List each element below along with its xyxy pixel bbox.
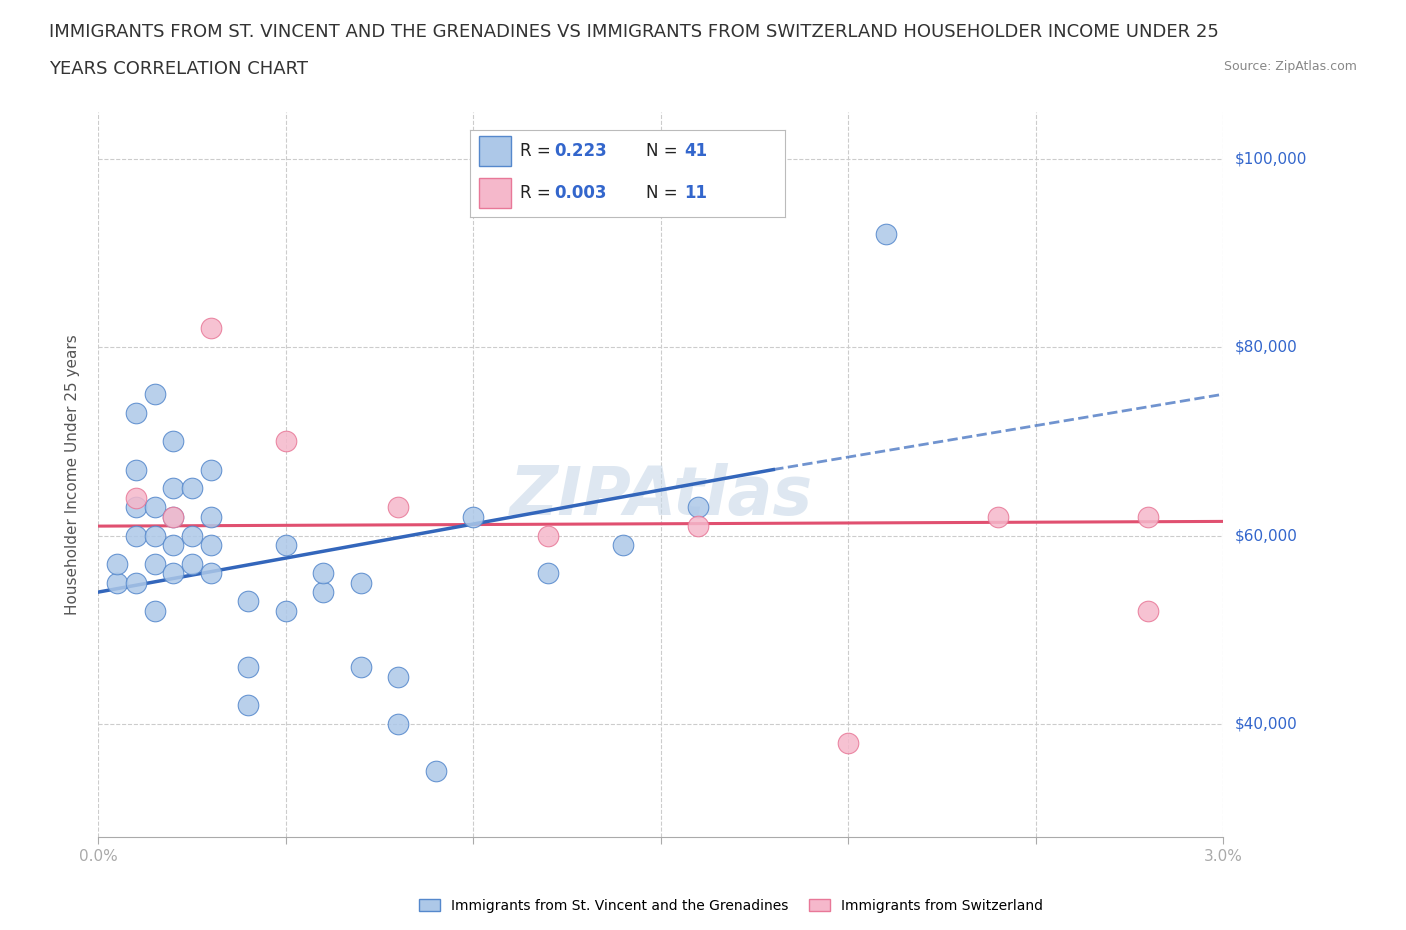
Point	[1137, 510, 1160, 525]
Point	[312, 565, 335, 580]
Text: $80,000: $80,000	[1234, 339, 1298, 354]
Point	[274, 434, 297, 449]
Point	[181, 481, 204, 496]
Text: ZIPAtlas: ZIPAtlas	[509, 463, 813, 529]
Point	[387, 716, 409, 731]
Point	[143, 528, 166, 543]
Point	[162, 510, 184, 525]
Point	[875, 227, 897, 242]
Text: YEARS CORRELATION CHART: YEARS CORRELATION CHART	[49, 60, 308, 78]
Point	[387, 499, 409, 514]
Point	[125, 405, 148, 420]
Point	[162, 538, 184, 552]
Point	[837, 736, 859, 751]
Point	[688, 499, 710, 514]
Point	[200, 565, 222, 580]
Point	[162, 565, 184, 580]
Point	[181, 556, 204, 571]
Point	[162, 510, 184, 525]
Point	[105, 575, 128, 590]
Point	[143, 387, 166, 402]
Point	[125, 575, 148, 590]
Point	[1137, 604, 1160, 618]
Text: IMMIGRANTS FROM ST. VINCENT AND THE GRENADINES VS IMMIGRANTS FROM SWITZERLAND HO: IMMIGRANTS FROM ST. VINCENT AND THE GREN…	[49, 23, 1219, 41]
Point	[125, 499, 148, 514]
Point	[143, 604, 166, 618]
Text: $100,000: $100,000	[1234, 152, 1306, 166]
Y-axis label: Householder Income Under 25 years: Householder Income Under 25 years	[65, 334, 80, 615]
Point	[200, 321, 222, 336]
Point	[425, 764, 447, 778]
Point	[274, 538, 297, 552]
Point	[181, 528, 204, 543]
Point	[143, 499, 166, 514]
Point	[537, 565, 560, 580]
Point	[200, 510, 222, 525]
Text: $60,000: $60,000	[1234, 528, 1298, 543]
Point	[688, 519, 710, 534]
Point	[238, 594, 260, 609]
Point	[125, 490, 148, 505]
Point	[125, 528, 148, 543]
Point	[350, 660, 373, 675]
Point	[537, 528, 560, 543]
Point	[350, 575, 373, 590]
Point	[463, 510, 485, 525]
Text: Source: ZipAtlas.com: Source: ZipAtlas.com	[1223, 60, 1357, 73]
Point	[162, 481, 184, 496]
Point	[143, 556, 166, 571]
Point	[162, 434, 184, 449]
Point	[612, 538, 634, 552]
Point	[387, 670, 409, 684]
Point	[238, 660, 260, 675]
Point	[312, 585, 335, 600]
Text: $40,000: $40,000	[1234, 716, 1298, 732]
Point	[200, 538, 222, 552]
Point	[125, 462, 148, 477]
Point	[274, 604, 297, 618]
Point	[200, 462, 222, 477]
Point	[987, 510, 1010, 525]
Point	[105, 556, 128, 571]
Legend: Immigrants from St. Vincent and the Grenadines, Immigrants from Switzerland: Immigrants from St. Vincent and the Gren…	[413, 894, 1049, 919]
Point	[238, 698, 260, 712]
